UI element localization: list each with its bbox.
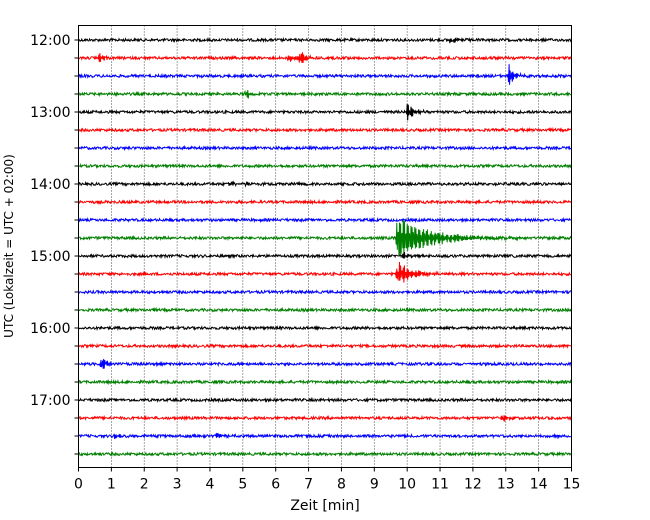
x-tick-label-8: 8 — [337, 477, 346, 493]
trace-1330 — [78, 144, 572, 152]
x-tick-label-13: 13 — [497, 477, 515, 493]
trace-1315 — [78, 126, 572, 134]
x-tick-label-12: 12 — [464, 477, 482, 493]
y-tick-label-1300: 13:00 — [30, 105, 70, 121]
x-tick-label-3: 3 — [173, 477, 182, 493]
trace-1245 — [78, 89, 572, 99]
trace-1230 — [78, 64, 572, 85]
trace-1600 — [78, 324, 572, 332]
trace-1215 — [78, 52, 572, 64]
trace-1500 — [78, 251, 572, 260]
trace-1400 — [78, 180, 572, 188]
trace-1300 — [78, 103, 572, 121]
y-axis-ticks: 12:00 13:00 14:00 15:00 16:00 17:00 — [30, 33, 79, 455]
grid-lines — [111, 25, 539, 468]
y-tick-label-1700: 17:00 — [30, 393, 70, 409]
x-tick-label-5: 5 — [238, 477, 247, 493]
x-axis-ticks: 0 1 2 3 4 5 6 7 8 9 10 11 12 13 14 15 — [74, 467, 581, 493]
plot-frame — [78, 25, 572, 468]
x-tick-label-6: 6 — [271, 477, 280, 493]
trace-1515 — [78, 261, 572, 283]
y-tick-label-1400: 14:00 — [30, 177, 70, 193]
trace-1645 — [78, 378, 572, 386]
trace-1715 — [78, 414, 572, 422]
y-tick-label-1600: 16:00 — [30, 321, 70, 337]
x-tick-label-14: 14 — [530, 477, 548, 493]
trace-1345 — [78, 162, 572, 170]
trace-1630 — [78, 358, 572, 369]
x-tick-label-2: 2 — [140, 477, 149, 493]
trace-1200 — [78, 36, 572, 44]
x-tick-label-7: 7 — [304, 477, 313, 493]
trace-1615 — [78, 342, 572, 350]
trace-1545 — [78, 306, 572, 314]
x-tick-label-15: 15 — [563, 477, 581, 493]
trace-1730 — [78, 432, 572, 440]
x-tick-label-9: 9 — [370, 477, 379, 493]
trace-1530 — [78, 288, 572, 296]
trace-1430 — [78, 216, 572, 224]
x-tick-label-10: 10 — [398, 477, 416, 493]
x-axis-label: Zeit [min] — [290, 498, 359, 514]
x-tick-label-11: 11 — [431, 477, 449, 493]
y-tick-label-1500: 15:00 — [30, 249, 70, 265]
trace-1445 — [78, 219, 572, 257]
x-tick-label-4: 4 — [206, 477, 215, 493]
x-tick-label-0: 0 — [74, 477, 83, 493]
x-tick-label-1: 1 — [107, 477, 116, 493]
y-axis-label: UTC (Lokalzeit = UTC + 02:00) — [2, 154, 16, 338]
traces — [78, 36, 572, 458]
trace-1415 — [78, 198, 572, 206]
y-tick-label-1200: 12:00 — [30, 33, 70, 49]
trace-1745 — [78, 450, 572, 458]
trace-1700 — [78, 396, 572, 404]
